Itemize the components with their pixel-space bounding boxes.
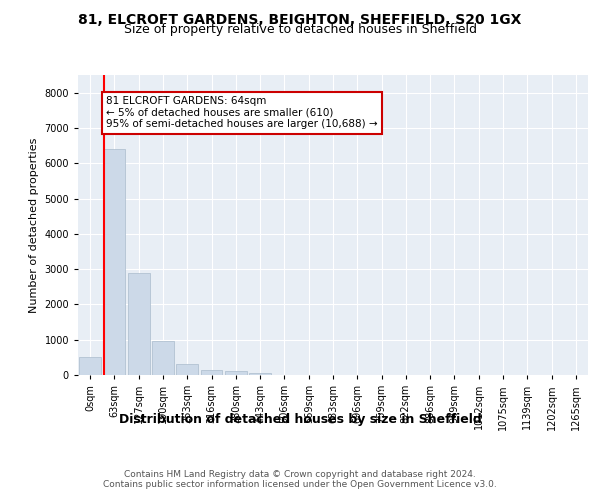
- Bar: [249, 373, 271, 375]
- Bar: [104, 149, 125, 375]
- Bar: [176, 364, 198, 375]
- Bar: [152, 342, 174, 375]
- Text: Distribution of detached houses by size in Sheffield: Distribution of detached houses by size …: [119, 412, 481, 426]
- Text: Contains HM Land Registry data © Crown copyright and database right 2024.
Contai: Contains HM Land Registry data © Crown c…: [103, 470, 497, 490]
- Bar: [128, 272, 149, 375]
- Text: 81 ELCROFT GARDENS: 64sqm
← 5% of detached houses are smaller (610)
95% of semi-: 81 ELCROFT GARDENS: 64sqm ← 5% of detach…: [106, 96, 377, 130]
- Y-axis label: Number of detached properties: Number of detached properties: [29, 138, 39, 312]
- Text: 81, ELCROFT GARDENS, BEIGHTON, SHEFFIELD, S20 1GX: 81, ELCROFT GARDENS, BEIGHTON, SHEFFIELD…: [79, 12, 521, 26]
- Bar: [200, 370, 223, 375]
- Bar: [79, 358, 101, 375]
- Bar: [225, 372, 247, 375]
- Text: Size of property relative to detached houses in Sheffield: Size of property relative to detached ho…: [124, 22, 476, 36]
